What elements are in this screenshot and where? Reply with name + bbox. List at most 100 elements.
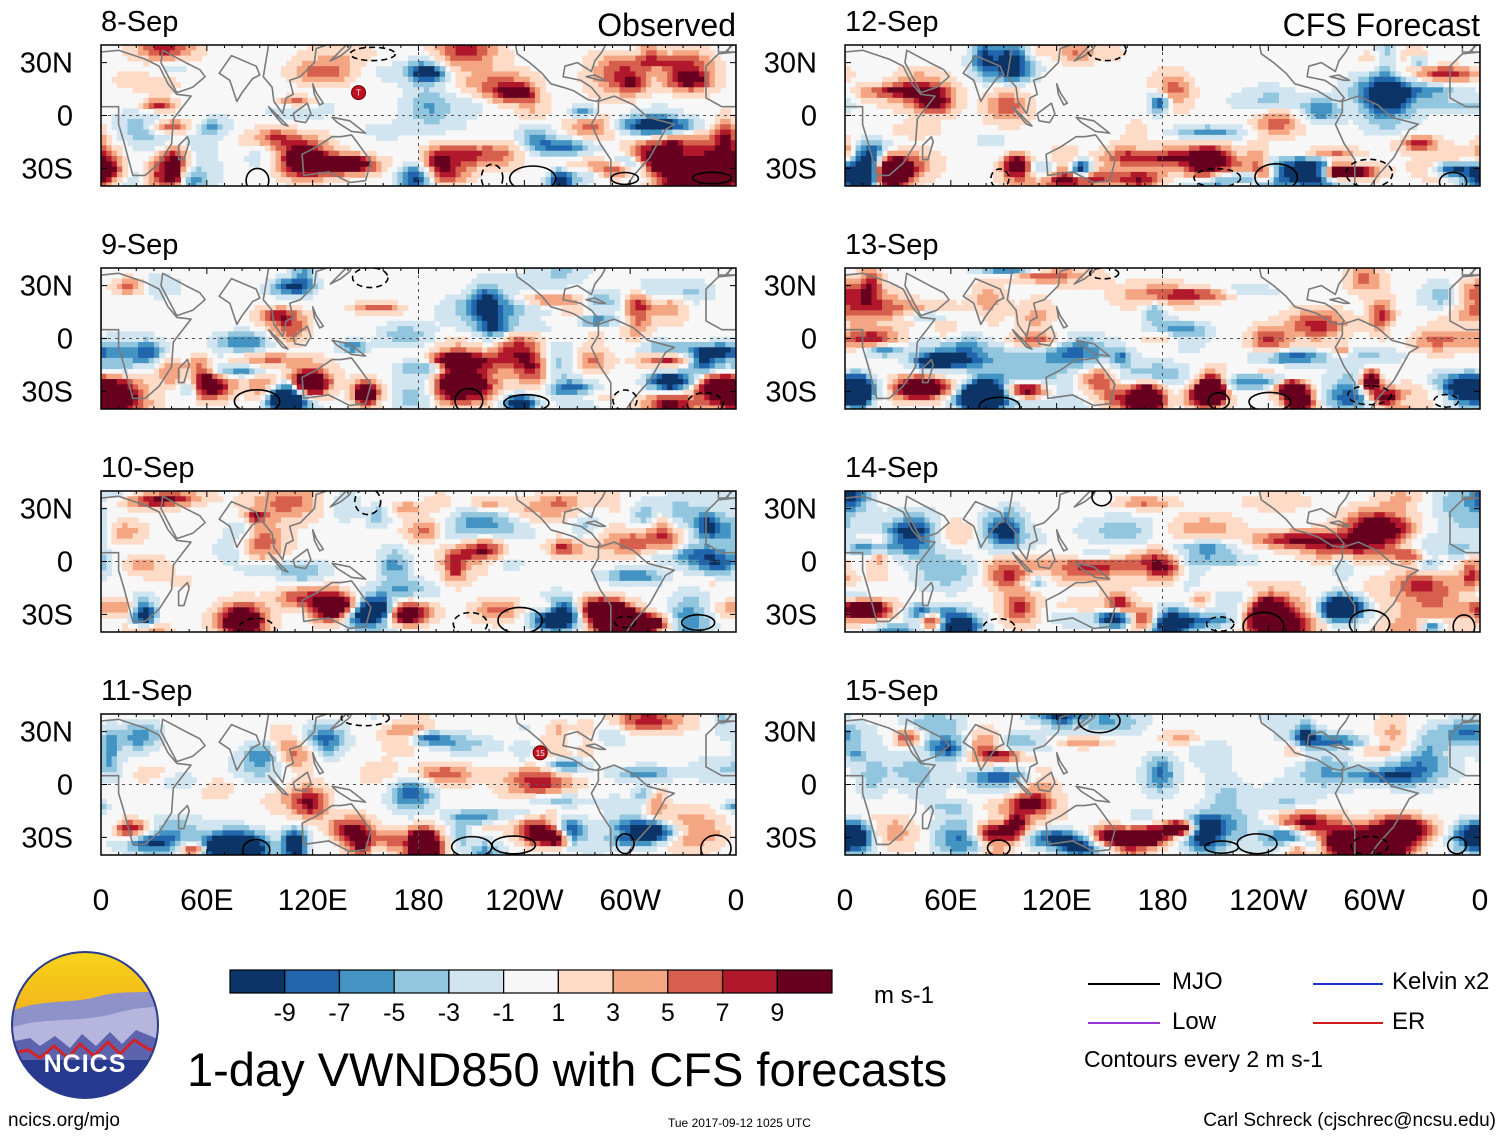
y-tick-label: 0 [57,547,73,579]
y-tick-label: 0 [57,770,73,802]
legend-label-er: ER [1392,1008,1426,1035]
y-tick-label: 30S [765,376,817,408]
mjo-contour [990,168,1010,186]
mjo-contour [1205,616,1235,632]
mjo-contour [1248,391,1292,409]
colorbar-label: 9 [770,999,784,1027]
mjo-contour [686,391,724,409]
mjo-contour [351,268,389,289]
x-tick-label: 0 [728,884,745,917]
y-tick-label: 30N [764,494,817,526]
mjo-contour [1348,609,1391,632]
mjo-contour [1088,268,1120,280]
colorbar-label: 1 [551,999,565,1027]
mjo-contour [680,614,716,632]
y-tick-label: 0 [57,101,73,133]
mjo-contour [454,387,484,409]
mjo-contour [986,839,1011,855]
mjo-contour [1433,393,1460,408]
panel-date: 8-Sep [101,6,178,38]
mjo-contour [508,165,557,186]
mjo-contour [497,606,544,632]
mjo-contour [340,714,391,727]
colorbar-swatch [338,969,395,994]
map-panel: 30N 0 30S 10-Sep [20,452,737,633]
mjo-contour [978,396,1021,409]
footer-timestamp: Tue 2017-09-12 1025 UTC [668,1116,811,1130]
legend-label-kelvin: Kelvin x2 [1392,968,1490,995]
panel-date: 13-Sep [845,229,939,261]
colorbar-swatch [229,969,286,994]
y-tick-label: 0 [57,324,73,356]
colorbar-swatch [448,969,505,994]
mjo-contour [1346,384,1392,406]
mjo-contour [1452,614,1476,632]
mjo-contour [452,611,489,632]
mjo-contour [349,46,397,62]
x-tick-label: 120E [278,884,348,917]
legend-line-kelvin [1313,983,1383,985]
mjo-contour [613,615,637,629]
y-tick-label: 30N [20,271,73,303]
y-tick-label: 0 [801,101,817,133]
colorbar-swatch [667,969,724,994]
mjo-contour [1207,392,1231,409]
y-tick-label: 30S [765,822,817,854]
map-panel: 15 30N 0 30S 11-Sep [20,675,737,856]
mjo-contour [1236,833,1278,855]
colorbar-label: 5 [661,999,675,1027]
x-tick-label: 0 [837,884,854,917]
mjo-contour [1086,45,1127,62]
mjo-contour [1446,836,1468,855]
legend-label-mjo: MJO [1172,968,1223,995]
map-panel: 30N 0 30S 9-Sep [20,229,737,410]
colorbar-swatch [721,969,778,994]
column-label: Observed [597,7,736,43]
legend-label-low: Low [1172,1008,1217,1035]
mjo-contour [1438,171,1468,186]
mjo-contour [245,167,270,186]
y-tick-label: 30S [21,599,73,631]
y-tick-label: 30N [764,48,817,80]
footer-url: ncics.org/mjo [8,1110,120,1131]
mjo-contour [1242,611,1285,632]
y-tick-label: 30S [765,599,817,631]
x-tick-label: 120W [1229,884,1308,917]
y-tick-label: 30S [765,153,817,185]
x-tick-label: 0 [1472,884,1489,917]
colorbar-swatch [284,969,341,994]
mjo-contour [615,833,635,855]
mjo-contour [1091,491,1113,507]
mjo-contour [354,491,382,516]
storm-marker: 15 [532,745,548,761]
map-panel: 30N 0 30S 14-Sep [764,452,1481,633]
mjo-contour [237,617,276,632]
mjo-contour [982,617,1016,632]
y-tick-label: 30N [20,717,73,749]
y-tick-label: 30N [764,271,817,303]
map-panel: 30N 0 30S 12-Sep [764,6,1481,187]
colorbar-label: 7 [716,999,730,1027]
colorbar-label: -5 [383,999,405,1027]
y-tick-label: 30S [21,822,73,854]
x-tick-label: 180 [1137,884,1187,917]
y-tick-label: 30N [20,494,73,526]
mjo-contour [241,838,271,855]
ncics-logo: NCICS [10,950,160,1100]
figure-panels: Observed T 30N 0 30S 8-Sep 30N 0 30S 9-Sep 30N 0 30S… [20,6,1489,917]
y-tick-label: 30N [20,48,73,80]
mjo-contour [700,834,732,855]
x-tick-label: 60W [1343,884,1405,917]
y-tick-label: 30S [21,376,73,408]
x-tick-label: 0 [93,884,110,917]
mjo-contour [491,835,537,855]
colorbar-label: -3 [438,999,460,1027]
colorbar: -9 -7 -5 -3 -1 1 3 5 7 9 [229,969,833,1027]
panel-date: 14-Sep [845,452,939,484]
map-panel: 30N 0 30S 15-Sep [764,675,1481,856]
mjo-contour [480,163,504,186]
svg-text:T: T [356,89,361,98]
mjo-contour [1077,714,1121,734]
storm-marker: T [351,85,367,101]
colorbar-swatch [557,969,614,994]
